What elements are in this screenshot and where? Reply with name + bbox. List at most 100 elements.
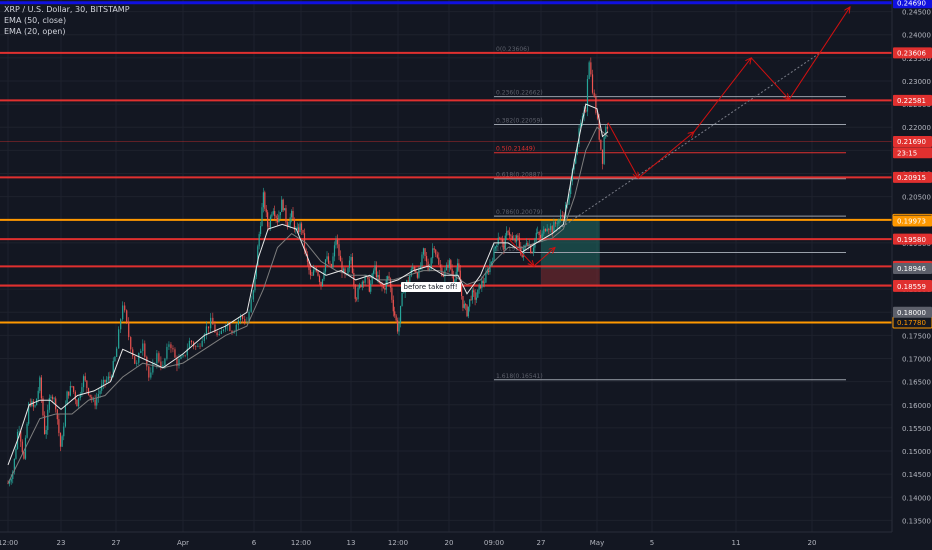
candle-body <box>188 340 190 349</box>
price-badge-11 <box>893 215 932 227</box>
candle-body <box>418 268 420 278</box>
candle-body <box>473 290 475 293</box>
time-axis-panel <box>0 532 932 550</box>
price-tick-label-8: 0.20500 <box>902 194 931 202</box>
candle-body <box>465 304 467 306</box>
candle-body <box>333 245 336 257</box>
candle-body <box>318 275 321 283</box>
candle-body <box>360 284 362 288</box>
candle-body <box>229 323 231 331</box>
projection-arrow-1-0 <box>507 237 534 266</box>
candle-body <box>445 264 448 271</box>
candle-body <box>551 226 553 233</box>
projection-arrow-0-3 <box>750 57 789 100</box>
candle-body <box>469 299 471 307</box>
candle-body <box>494 246 497 249</box>
candle-body <box>289 217 291 225</box>
annotation-note[interactable]: before take off! <box>400 282 461 293</box>
candle-body <box>515 235 518 242</box>
candle-body <box>10 478 12 482</box>
candle-body <box>87 388 90 395</box>
candle-body <box>89 394 91 397</box>
candle-body <box>558 218 560 224</box>
candle-body <box>259 226 262 235</box>
price-tick-label-2: 0.23500 <box>902 55 931 63</box>
candle-body <box>299 223 301 232</box>
candle-body <box>332 256 334 268</box>
candle-body <box>580 123 582 129</box>
candle-body <box>329 263 331 265</box>
time-tick-label-13: 11 <box>732 539 741 547</box>
price-badge-label-8: 0.17780 <box>897 319 926 327</box>
price-tick-label-21: 0.14000 <box>902 494 931 502</box>
price-badge-label-0: 0.24690 <box>897 0 926 7</box>
candle-body <box>186 348 188 356</box>
projection-arrow-1-1 <box>533 247 555 267</box>
candle-body <box>101 384 103 391</box>
candle-body <box>430 258 432 269</box>
candle-body <box>416 272 418 278</box>
candle-body <box>214 324 216 333</box>
candle-body <box>470 299 472 300</box>
candle-body <box>111 376 113 379</box>
price-badge-2 <box>893 94 932 106</box>
candle-body <box>51 396 54 400</box>
candle-body <box>341 261 343 273</box>
candle-body <box>257 246 259 266</box>
candle-body <box>272 211 274 215</box>
candle-body <box>596 112 599 119</box>
candle-body <box>591 74 594 93</box>
candle-body <box>357 287 359 300</box>
price-tick-label-15: 0.17000 <box>902 356 931 364</box>
candle-body <box>300 223 303 230</box>
candle-body <box>279 212 281 216</box>
candle-body <box>15 448 17 459</box>
price-badge-label-14: 0.18000 <box>897 309 926 317</box>
candle-body <box>401 293 403 306</box>
price-tick-label-16: 0.16500 <box>902 379 931 387</box>
price-tick-label-0: 0.24500 <box>902 9 931 17</box>
candle-body <box>566 204 568 206</box>
candle-body <box>392 299 394 312</box>
candle-body <box>336 239 339 245</box>
fib-level-label-0: 0(0.23606) <box>496 46 529 53</box>
price-badge-13 <box>893 280 932 292</box>
candle-body <box>450 260 452 270</box>
candle-body <box>374 265 376 271</box>
candle-body <box>23 452 25 459</box>
candle-body <box>335 239 337 246</box>
ema-50-label[interactable]: EMA (50, close) <box>4 16 67 25</box>
candle-body <box>514 239 516 242</box>
candle-body <box>235 324 237 332</box>
candle-body <box>561 214 563 217</box>
symbol-title[interactable]: XRP / U.S. Dollar, 30, BITSTAMP <box>4 5 130 14</box>
candle-body <box>79 394 81 399</box>
ema-20-label[interactable]: EMA (20, open) <box>4 27 66 36</box>
time-tick-label-3: Apr <box>177 539 189 547</box>
candle-body <box>288 224 290 227</box>
candle-body <box>606 126 609 129</box>
candle-body <box>158 353 160 362</box>
candle-body <box>483 282 486 284</box>
candle-body <box>134 356 136 364</box>
price-badge-label-12: 0.18946 <box>897 265 926 273</box>
candle-body <box>315 269 318 272</box>
candle-body <box>32 401 35 407</box>
candle-body <box>548 228 550 230</box>
candle-body <box>358 284 361 288</box>
candle-body <box>553 222 555 233</box>
candle-body <box>409 275 411 282</box>
candle-body <box>323 271 325 280</box>
candle-body <box>302 229 304 234</box>
candle-body <box>466 305 468 317</box>
candle-body <box>382 286 385 289</box>
candle-body <box>207 326 210 329</box>
candle-body <box>588 62 590 80</box>
fib-level-label-1: 0.236(0.22662) <box>496 90 543 97</box>
candle-body <box>363 281 365 283</box>
candle-body <box>308 261 310 271</box>
candle-body <box>535 232 537 240</box>
candle-body <box>438 257 440 265</box>
candle-body <box>459 270 461 285</box>
